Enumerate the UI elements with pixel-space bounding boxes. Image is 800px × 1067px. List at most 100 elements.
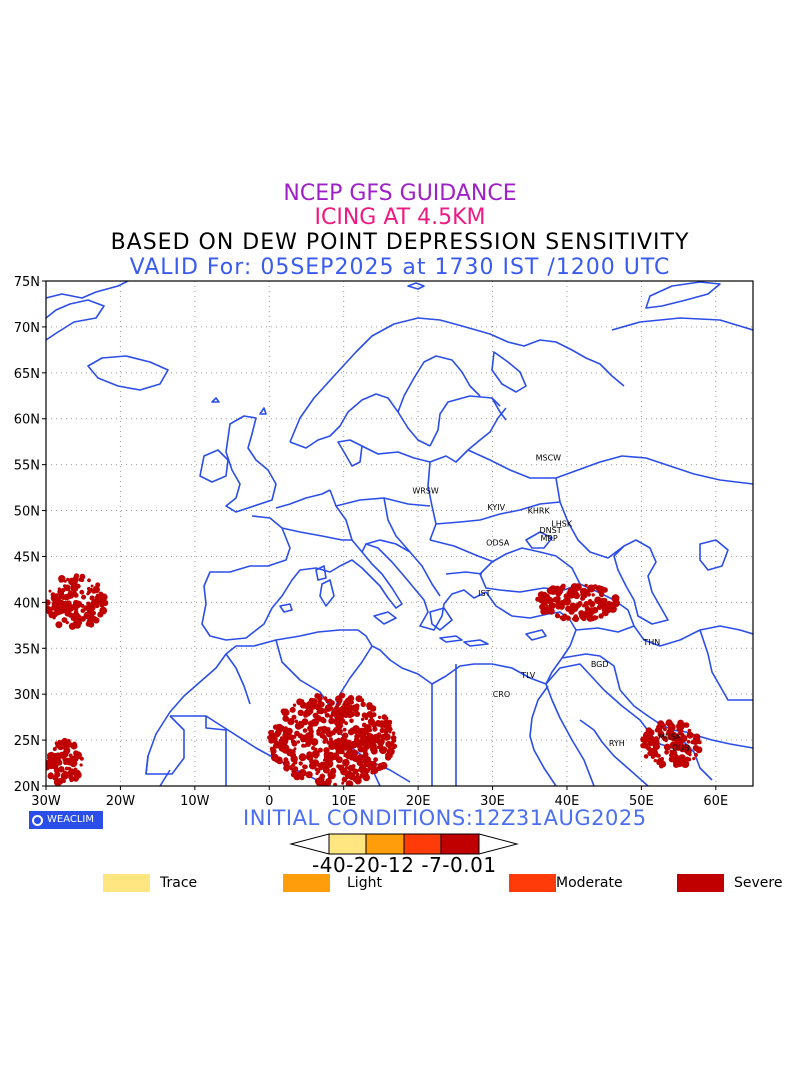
icing-cell bbox=[316, 708, 323, 714]
icing-cell bbox=[686, 739, 691, 744]
icing-cell bbox=[343, 712, 349, 718]
icing-cell bbox=[673, 756, 679, 762]
icing-cell bbox=[57, 587, 61, 591]
icing-cell bbox=[328, 743, 333, 749]
icing-cell bbox=[371, 738, 376, 743]
initial-conditions: INITIAL CONDITIONS:12Z31AUG2025 bbox=[243, 806, 647, 830]
station-label: IST bbox=[478, 589, 490, 598]
icing-cell bbox=[71, 585, 75, 589]
icing-cell bbox=[355, 739, 361, 745]
latitude-label: 40N bbox=[14, 596, 40, 611]
icing-cell bbox=[674, 739, 682, 747]
station-label: MUSK bbox=[658, 732, 682, 741]
icing-cell bbox=[584, 589, 590, 595]
icing-cell bbox=[58, 575, 66, 583]
icing-cell bbox=[359, 697, 363, 702]
icing-cell bbox=[389, 749, 394, 754]
station-label: TLV bbox=[520, 671, 535, 680]
icing-cell bbox=[68, 590, 73, 595]
icing-cell bbox=[603, 602, 608, 607]
icing-cell bbox=[324, 712, 330, 718]
icing-cell bbox=[352, 768, 359, 775]
icing-cell bbox=[77, 600, 81, 604]
icing-cell bbox=[62, 753, 68, 759]
icing-cell bbox=[304, 735, 312, 743]
icing-cell bbox=[384, 730, 388, 735]
latitude-labels: 75N 70N 65N 60N 55N 50N 45N 40N 35N 30N 25N 20N bbox=[14, 275, 46, 795]
icing-cell bbox=[292, 703, 297, 707]
icing-cell bbox=[336, 737, 341, 742]
icing-cell bbox=[587, 607, 596, 616]
legend-moderate-swatch bbox=[509, 874, 556, 892]
icing-cell bbox=[301, 718, 309, 726]
icing-cell bbox=[692, 744, 700, 752]
icing-cell bbox=[64, 584, 71, 592]
icing-cell bbox=[357, 754, 365, 761]
icing-cell bbox=[573, 592, 580, 600]
icing-cell bbox=[61, 617, 68, 623]
icing-cell bbox=[72, 612, 80, 620]
icing-cell bbox=[581, 604, 586, 608]
colorbar-labels: -40-20-12 -7-0.01 bbox=[312, 853, 497, 877]
station-label: CRO bbox=[493, 690, 510, 699]
icing-cell bbox=[360, 730, 364, 735]
latitude-label: 45N bbox=[14, 550, 40, 565]
longitude-label: 30W bbox=[31, 794, 61, 809]
icing-cell bbox=[675, 761, 680, 766]
icing-cell bbox=[68, 769, 75, 776]
icing-cell bbox=[293, 766, 299, 772]
icing-cell bbox=[102, 599, 109, 607]
station-label: RYH bbox=[609, 739, 625, 748]
map-gridlines bbox=[46, 281, 753, 786]
icing-cell bbox=[274, 743, 280, 748]
icing-cell bbox=[271, 753, 279, 762]
icing-cell bbox=[62, 779, 66, 783]
icing-cell bbox=[669, 752, 674, 758]
icing-cell bbox=[47, 755, 53, 761]
icing-cell bbox=[283, 726, 289, 731]
icing-cell bbox=[602, 597, 608, 603]
latitude-label: 35N bbox=[14, 642, 40, 657]
icing-cell bbox=[657, 730, 665, 738]
icing-cell bbox=[330, 706, 334, 711]
icing-cell bbox=[644, 732, 649, 738]
icing-cell bbox=[676, 722, 683, 730]
icing-cell bbox=[269, 746, 275, 752]
icing-cell bbox=[554, 613, 561, 619]
latitude-label: 65N bbox=[14, 367, 40, 382]
icing-cell bbox=[80, 608, 86, 613]
longitude-label: 10E bbox=[331, 794, 356, 809]
icing-cell bbox=[367, 706, 371, 710]
icing-cell bbox=[310, 738, 319, 746]
icing-cell bbox=[68, 753, 73, 758]
icing-cell bbox=[688, 733, 692, 737]
icing-cell bbox=[668, 721, 674, 728]
icing-cell bbox=[580, 596, 585, 601]
icing-cell bbox=[70, 742, 78, 750]
icing-areas bbox=[46, 573, 703, 786]
icing-cell bbox=[382, 734, 389, 741]
icing-cell bbox=[373, 757, 378, 762]
icing-cell bbox=[85, 621, 92, 627]
icing-cell bbox=[48, 589, 52, 593]
icing-cell bbox=[372, 726, 378, 732]
title-method: BASED ON DEW POINT DEPRESSION SENSITIVIT… bbox=[110, 230, 690, 255]
icing-cell bbox=[692, 757, 696, 761]
icing-cell bbox=[391, 731, 396, 735]
longitude-label: 40E bbox=[555, 794, 580, 809]
icing-cell bbox=[328, 751, 334, 757]
icing-cell bbox=[599, 614, 604, 619]
icing-cell bbox=[567, 592, 575, 599]
station-label: ODSA bbox=[486, 539, 510, 548]
latitude-label: 50N bbox=[14, 505, 40, 520]
icing-cell bbox=[667, 733, 675, 741]
icing-cell bbox=[73, 767, 78, 772]
icing-cell bbox=[668, 756, 675, 763]
icing-cell bbox=[326, 727, 331, 731]
longitude-label: 50E bbox=[629, 794, 654, 809]
icing-cell bbox=[535, 596, 541, 602]
icing-cell bbox=[320, 725, 328, 733]
icing-cell bbox=[662, 736, 668, 742]
icing-cell bbox=[369, 761, 377, 770]
icing-cell bbox=[312, 712, 319, 719]
